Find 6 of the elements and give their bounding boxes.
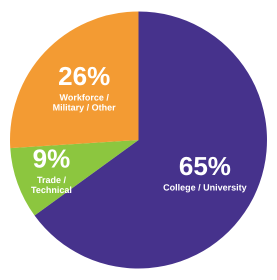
- slice-label: Trade / Technical: [31, 174, 72, 195]
- data-label: 9%: [32, 144, 70, 174]
- slice-label: Workforce / Military / Other: [52, 92, 116, 112]
- data-label: 26%: [58, 61, 110, 92]
- data-label: 65%: [178, 151, 231, 182]
- slice-label: College / University: [163, 182, 247, 192]
